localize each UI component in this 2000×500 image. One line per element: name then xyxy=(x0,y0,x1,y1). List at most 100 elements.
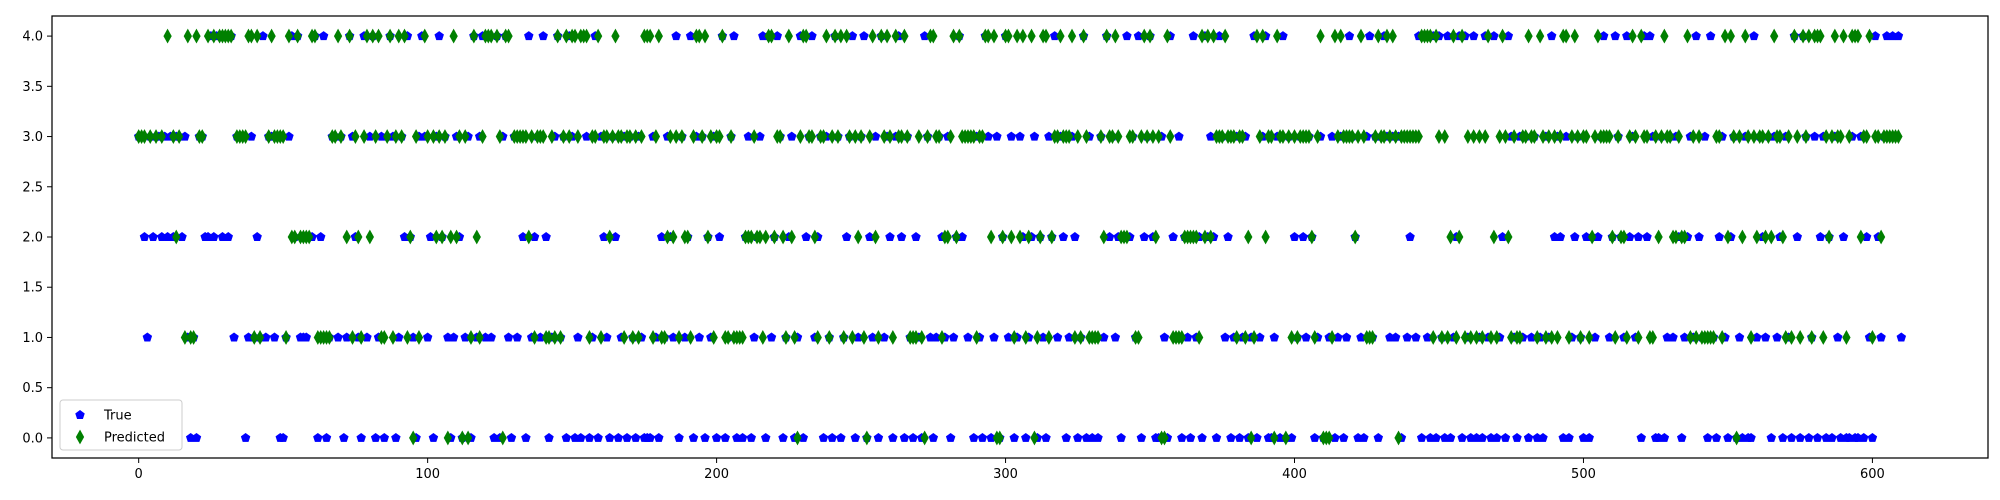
predicted-point xyxy=(1874,129,1883,144)
predicted-point xyxy=(1437,330,1447,345)
true-point xyxy=(1705,31,1716,41)
true-point xyxy=(370,432,381,442)
predicted-point xyxy=(406,229,415,245)
predicted-point xyxy=(1241,330,1250,345)
predicted-point xyxy=(767,28,776,44)
predicted-point xyxy=(929,28,938,44)
y-tick-label: 3.5 xyxy=(22,80,43,95)
predicted-point xyxy=(1481,129,1490,144)
predicted-point xyxy=(903,129,912,144)
predicted-point xyxy=(458,430,467,446)
true-point xyxy=(1457,432,1467,442)
predicted-point xyxy=(336,129,346,144)
true-point xyxy=(729,31,739,41)
predicted-point xyxy=(1868,330,1877,345)
true-point xyxy=(1226,432,1236,442)
true-point xyxy=(989,332,999,342)
predicted-point xyxy=(802,28,811,44)
predicted-point xyxy=(565,129,574,144)
predicted-point xyxy=(1790,28,1799,44)
predicted-point xyxy=(400,28,409,44)
predicted-point xyxy=(1547,330,1556,345)
predicted-point xyxy=(825,330,834,345)
predicted-point xyxy=(1382,28,1392,44)
true-point xyxy=(899,432,910,442)
true-point xyxy=(541,232,551,242)
y-axis: 0.0 0.5 1.0 1.5 2.0 2.5 3.0 3.5 4.0 xyxy=(22,30,52,446)
predicted-point xyxy=(1593,28,1603,44)
predicted-point xyxy=(409,430,418,446)
predicted-point xyxy=(1446,229,1455,245)
predicted-point xyxy=(781,330,791,345)
predicted-point xyxy=(724,330,733,345)
predicted-point xyxy=(180,330,190,345)
true-point xyxy=(1838,232,1849,242)
predicted-point xyxy=(943,229,952,245)
predicted-point xyxy=(758,330,767,345)
predicted-point xyxy=(1333,129,1342,144)
predicted-point xyxy=(793,430,802,446)
true-point xyxy=(356,432,366,442)
predicted-point xyxy=(1229,129,1238,144)
predicted-point xyxy=(969,129,978,144)
predicted-point xyxy=(1426,28,1435,44)
predicted-point xyxy=(550,330,559,345)
true-point xyxy=(1188,31,1199,41)
true-point xyxy=(969,432,979,442)
predicted-point xyxy=(348,330,357,345)
predicted-point xyxy=(527,129,536,144)
predicted-point xyxy=(1455,229,1464,245)
true-point xyxy=(1584,432,1594,442)
predicted-point xyxy=(1007,229,1016,245)
true-point xyxy=(315,232,326,242)
predicted-point xyxy=(755,229,765,245)
predicted-point xyxy=(1694,129,1704,144)
predicted-point xyxy=(1093,330,1103,345)
predicted-point xyxy=(432,229,441,245)
predicted-point xyxy=(247,28,256,44)
true-point xyxy=(1749,31,1759,41)
predicted-point xyxy=(1732,430,1741,446)
predicted-point xyxy=(917,330,926,345)
true-point xyxy=(593,432,603,442)
predicted-point xyxy=(397,129,406,144)
predicted-point xyxy=(498,430,507,446)
predicted-point xyxy=(1270,430,1279,446)
predicted-point xyxy=(1625,129,1634,144)
predicted-point xyxy=(998,229,1007,245)
predicted-point xyxy=(1651,129,1660,144)
predicted-point xyxy=(293,28,302,44)
true-point xyxy=(885,232,895,242)
predicted-point xyxy=(937,330,947,345)
predicted-point xyxy=(1076,330,1085,345)
true-point xyxy=(1500,432,1511,442)
predicted-point xyxy=(250,330,259,345)
predicted-point xyxy=(1816,28,1825,44)
true-point xyxy=(1021,432,1031,442)
y-tick-label: 2.0 xyxy=(22,231,43,246)
predicted-point xyxy=(1252,28,1262,44)
plot-area xyxy=(133,28,1907,446)
predicted-point xyxy=(1683,28,1692,44)
predicted-point xyxy=(596,330,606,345)
predicted-point xyxy=(1255,129,1264,144)
predicted-point xyxy=(1148,129,1158,144)
true-point xyxy=(1058,232,1069,242)
true-point xyxy=(1373,432,1384,442)
predicted-point xyxy=(1024,229,1033,245)
predicted-point xyxy=(1287,330,1296,345)
predicted-point xyxy=(856,129,866,144)
true-point xyxy=(1815,232,1826,242)
predicted-point xyxy=(562,28,571,44)
predicted-point xyxy=(452,229,461,245)
predicted-point xyxy=(1758,129,1767,144)
predicted-point xyxy=(1793,129,1802,144)
predicted-point xyxy=(648,330,658,345)
predicted-point xyxy=(504,28,513,44)
predicted-point xyxy=(1044,330,1054,345)
true-point xyxy=(229,332,239,342)
true-point xyxy=(1766,432,1777,442)
predicted-point xyxy=(591,129,600,144)
predicted-point xyxy=(1313,129,1322,144)
